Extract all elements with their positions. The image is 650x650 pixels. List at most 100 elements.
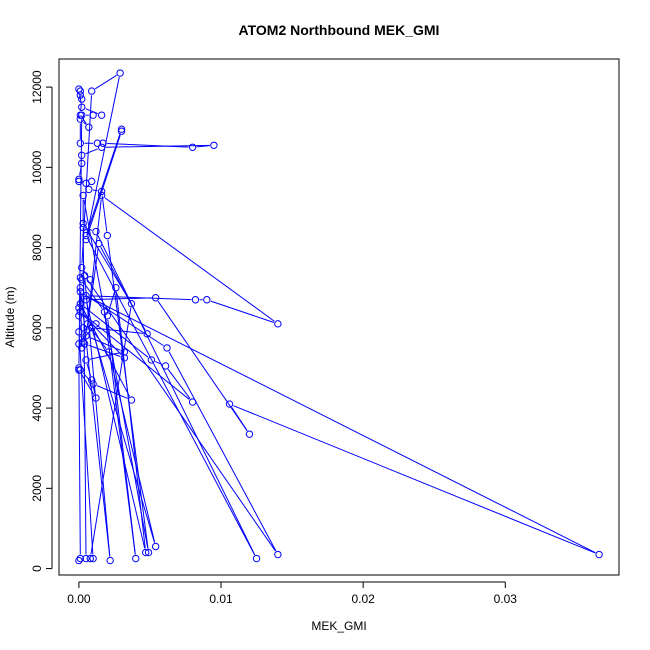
series-layer bbox=[75, 69, 603, 565]
data-point bbox=[274, 550, 282, 559]
data-point bbox=[116, 69, 124, 77]
data-point bbox=[245, 430, 254, 438]
data-point bbox=[252, 554, 261, 563]
series-segment bbox=[78, 291, 81, 304]
data-point bbox=[76, 284, 85, 292]
series-segment bbox=[92, 189, 98, 192]
x-tick-label: 0.02 bbox=[351, 592, 375, 606]
data-point bbox=[595, 550, 603, 559]
data-point bbox=[85, 123, 93, 131]
data-point bbox=[87, 87, 96, 95]
data-point bbox=[75, 175, 83, 184]
series-segment bbox=[83, 121, 87, 125]
data-point bbox=[127, 300, 136, 308]
series-segment bbox=[84, 226, 130, 301]
data-point bbox=[106, 556, 114, 565]
data-point bbox=[142, 548, 150, 557]
data-point bbox=[97, 187, 106, 196]
data-point bbox=[95, 239, 103, 248]
series-segment bbox=[90, 295, 192, 301]
data-point bbox=[76, 554, 85, 563]
data-point bbox=[78, 95, 86, 103]
data-point bbox=[78, 159, 86, 168]
data-point bbox=[163, 344, 171, 352]
data-point bbox=[79, 324, 87, 332]
series-segment bbox=[115, 291, 146, 549]
series-segment bbox=[107, 142, 189, 148]
data-point bbox=[78, 263, 86, 272]
series-segment bbox=[101, 195, 108, 232]
data-point bbox=[132, 554, 140, 563]
data-point bbox=[86, 275, 94, 284]
series-segment bbox=[85, 148, 98, 155]
data-point bbox=[92, 320, 100, 328]
data-point bbox=[127, 396, 136, 404]
series-segment bbox=[88, 344, 121, 358]
data-point bbox=[151, 294, 160, 302]
series-segment bbox=[104, 197, 275, 322]
series-segment bbox=[80, 335, 82, 339]
data-point bbox=[151, 542, 160, 551]
series-segment bbox=[157, 300, 248, 431]
data-point bbox=[78, 103, 86, 111]
series-segment bbox=[87, 199, 102, 320]
y-axis-label: Altitude (m) bbox=[3, 286, 17, 347]
data-point bbox=[79, 223, 87, 232]
data-point bbox=[105, 348, 113, 356]
data-point bbox=[76, 111, 85, 119]
data-point bbox=[79, 191, 87, 200]
series-segment bbox=[87, 239, 256, 556]
series-segment bbox=[83, 314, 190, 400]
data-point bbox=[75, 304, 83, 312]
series-segment bbox=[79, 295, 83, 344]
data-point bbox=[87, 177, 96, 186]
data-point bbox=[103, 312, 112, 320]
x-tick-label: 0.03 bbox=[494, 592, 518, 606]
data-point bbox=[120, 354, 129, 362]
data-point bbox=[92, 227, 100, 236]
data-point bbox=[82, 296, 90, 304]
series-segment bbox=[109, 355, 156, 543]
x-axis-label: MEK_GMI bbox=[311, 619, 366, 633]
data-point bbox=[99, 139, 107, 147]
y-tick-label: 12000 bbox=[30, 70, 44, 104]
data-point bbox=[93, 139, 102, 147]
data-point bbox=[76, 87, 85, 95]
data-point bbox=[97, 111, 106, 119]
series-segment bbox=[86, 278, 276, 552]
data-point bbox=[87, 324, 96, 332]
data-point bbox=[76, 139, 85, 147]
data-point bbox=[82, 332, 90, 340]
data-point bbox=[144, 548, 153, 557]
series-segment bbox=[96, 385, 128, 399]
data-point bbox=[92, 394, 100, 402]
series-segment bbox=[97, 235, 256, 555]
data-point bbox=[191, 296, 200, 304]
series-segment bbox=[78, 372, 81, 555]
data-point bbox=[76, 300, 85, 308]
data-point bbox=[103, 231, 112, 240]
data-point bbox=[75, 328, 83, 336]
data-point bbox=[76, 91, 85, 99]
x-axis: 0.00 0.01 0.02 0.03 bbox=[67, 581, 518, 606]
series-segment bbox=[89, 297, 596, 554]
data-point bbox=[203, 296, 211, 304]
data-point bbox=[75, 556, 83, 565]
data-point bbox=[117, 125, 126, 133]
data-point bbox=[82, 356, 90, 364]
y-tick-label: 8000 bbox=[30, 234, 44, 261]
x-tick-label: 0.00 bbox=[67, 592, 91, 606]
series-segment bbox=[94, 74, 117, 90]
series-segment bbox=[107, 319, 136, 555]
y-tick-label: 2000 bbox=[30, 475, 44, 502]
data-point bbox=[87, 376, 96, 384]
data-point bbox=[76, 115, 85, 123]
series-segment bbox=[90, 352, 121, 360]
data-point bbox=[75, 177, 83, 186]
y-tick-label: 6000 bbox=[30, 314, 44, 341]
series-segment bbox=[83, 270, 89, 277]
series-segment bbox=[210, 300, 275, 323]
data-point bbox=[75, 340, 83, 348]
chart-title: ATOM2 Northbound MEK_GMI bbox=[239, 22, 440, 38]
